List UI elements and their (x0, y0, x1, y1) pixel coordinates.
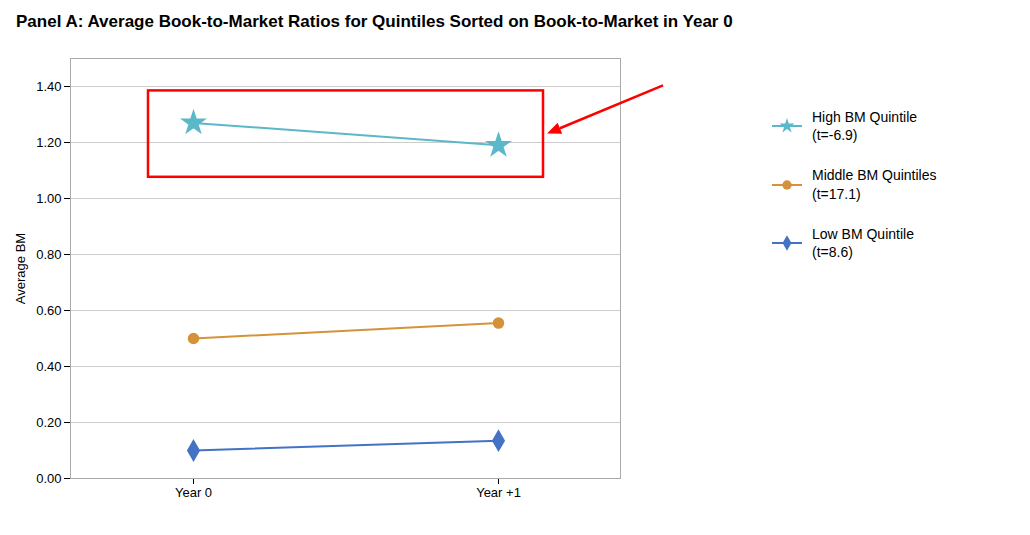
html-text:High BM Quintile (t=-6.9): High BM Quintile (t=-6.9) (812, 109, 917, 144)
svg-text:1.40: 1.40 (36, 79, 61, 94)
svg-text:0.80: 0.80 (36, 247, 61, 262)
svg-text:1.00: 1.00 (36, 191, 61, 206)
html-text:Panel A: Average Book-to-Marke: Panel A: Average Book-to-Market Ratios f… (16, 12, 733, 31)
svg-text:0.60: 0.60 (36, 303, 61, 318)
svg-text:0.00: 0.00 (36, 471, 61, 486)
svg-text:Year 0: Year 0 (175, 485, 212, 500)
html-text:Middle BM Quintiles (t=17.1): Middle BM Quintiles (t=17.1) (812, 167, 937, 202)
svg-text:0.40: 0.40 (36, 359, 61, 374)
svg-text:Year +1: Year +1 (476, 485, 521, 500)
svg-text:Average BM: Average BM (13, 233, 28, 304)
html-text:Low BM Quintile (t=8.6): Low BM Quintile (t=8.6) (812, 225, 914, 260)
svg-text:0.20: 0.20 (36, 415, 61, 430)
svg-text:1.20: 1.20 (36, 135, 61, 150)
